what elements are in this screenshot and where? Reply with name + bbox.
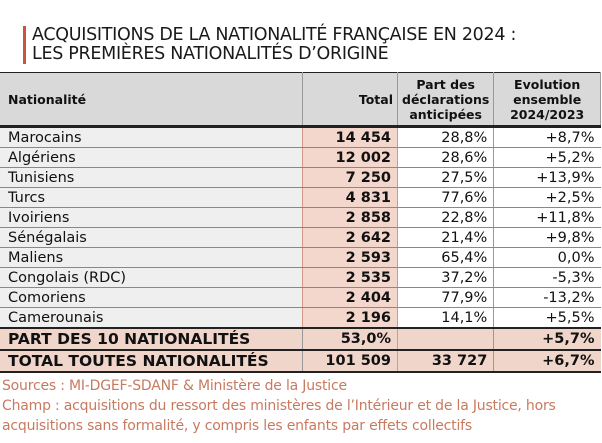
cell-name: Comoriens — [0, 287, 303, 308]
cell-part — [396, 327, 495, 351]
cell-total: 2 535 — [302, 267, 398, 288]
table-row: Maliens 2 593 65,4% 0,0% — [0, 247, 601, 268]
cell-part: 14,1% — [397, 307, 495, 329]
table-row: Ivoiriens 2 858 22,8% +11,8% — [0, 207, 601, 228]
cell-part: 65,4% — [397, 247, 495, 268]
champ-note: Champ : acquisitions du ressort des mini… — [2, 398, 556, 434]
header-nationalite: Nationalité — [0, 72, 303, 128]
table-row: Tunisiens 7 250 27,5% +13,9% — [0, 167, 601, 188]
cell-evo: +11,8% — [493, 207, 601, 228]
table-row: Marocains 14 454 28,8% +8,7% — [0, 126, 601, 148]
cell-evo: +8,7% — [493, 126, 601, 148]
cell-total: 7 250 — [302, 167, 398, 188]
cell-name: Maliens — [0, 247, 303, 268]
cell-total: 4 831 — [302, 187, 398, 208]
cell-total: 14 454 — [302, 126, 398, 148]
notes: Sources : MI-DGEF-SDANF & Ministère de l… — [2, 376, 592, 436]
table-row: Sénégalais 2 642 21,4% +9,8% — [0, 227, 601, 248]
cell-part: 27,5% — [397, 167, 495, 188]
sources-note: Sources : MI-DGEF-SDANF & Ministère de l… — [2, 378, 347, 394]
cell-name: PART DES 10 NATIONALITÉS — [0, 327, 303, 351]
cell-name: Sénégalais — [0, 227, 303, 248]
header-evolution: Evolution ensemble 2024/2023 — [493, 72, 601, 128]
nationality-table: Nationalité Total Part des déclarations … — [0, 72, 601, 373]
cell-evo: 0,0% — [493, 247, 601, 268]
cell-evo: -5,3% — [493, 267, 601, 288]
cell-part: 28,8% — [397, 126, 495, 148]
cell-total: 2 858 — [302, 207, 398, 228]
cell-total: 101 509 — [302, 350, 398, 373]
cell-part: 77,9% — [397, 287, 495, 308]
cell-total: 53,0% — [302, 327, 398, 351]
header-part: Part des déclarations anticipées — [396, 72, 495, 128]
cell-evo: +5,5% — [493, 307, 601, 329]
cell-name: Ivoiriens — [0, 207, 303, 228]
table-row: Camerounais 2 196 14,1% +5,5% — [0, 307, 601, 329]
cell-evo: +6,7% — [493, 350, 601, 373]
summary-row: PART DES 10 NATIONALITÉS 53,0% +5,7% — [0, 327, 601, 351]
table-row: Congolais (RDC) 2 535 37,2% -5,3% — [0, 267, 601, 288]
header-total: Total — [302, 72, 398, 128]
summary-row: TOTAL TOUTES NATIONALITÉS 101 509 33 727 +6… — [0, 350, 601, 373]
cell-evo: +2,5% — [493, 187, 601, 208]
cell-total: 2 642 — [302, 227, 398, 248]
cell-part: 37,2% — [397, 267, 495, 288]
cell-evo: +5,7% — [493, 327, 601, 351]
title-line-1: ACQUISITIONS DE LA NATIONALITÉ FRANÇAISE… — [32, 25, 517, 45]
cell-total: 2 404 — [302, 287, 398, 308]
cell-name: Marocains — [0, 126, 303, 148]
table-header: Nationalité Total Part des déclarations … — [0, 72, 601, 128]
cell-part: 33 727 — [396, 350, 495, 373]
cell-name: Turcs — [0, 187, 303, 208]
cell-part: 22,8% — [397, 207, 495, 228]
cell-name: Tunisiens — [0, 167, 303, 188]
cell-name: TOTAL TOUTES NATIONALITÉS — [0, 350, 303, 373]
cell-name: Algériens — [0, 147, 303, 168]
table-row: Comoriens 2 404 77,9% -13,2% — [0, 287, 601, 308]
page-title: ACQUISITIONS DE LA NATIONALITÉ FRANÇAISE… — [23, 26, 516, 64]
cell-part: 77,6% — [397, 187, 495, 208]
cell-name: Congolais (RDC) — [0, 267, 303, 288]
cell-evo: +5,2% — [493, 147, 601, 168]
cell-part: 21,4% — [397, 227, 495, 248]
cell-total: 2 593 — [302, 247, 398, 268]
cell-total: 2 196 — [302, 307, 398, 329]
cell-evo: -13,2% — [493, 287, 601, 308]
cell-name: Camerounais — [0, 307, 303, 329]
cell-total: 12 002 — [302, 147, 398, 168]
cell-evo: +9,8% — [493, 227, 601, 248]
title-line-2: LES PREMIÈRES NATIONALITÉS D’ORIGINE — [32, 44, 389, 64]
table-row: Turcs 4 831 77,6% +2,5% — [0, 187, 601, 208]
cell-part: 28,6% — [397, 147, 495, 168]
table-row: Algériens 12 002 28,6% +5,2% — [0, 147, 601, 168]
cell-evo: +13,9% — [493, 167, 601, 188]
